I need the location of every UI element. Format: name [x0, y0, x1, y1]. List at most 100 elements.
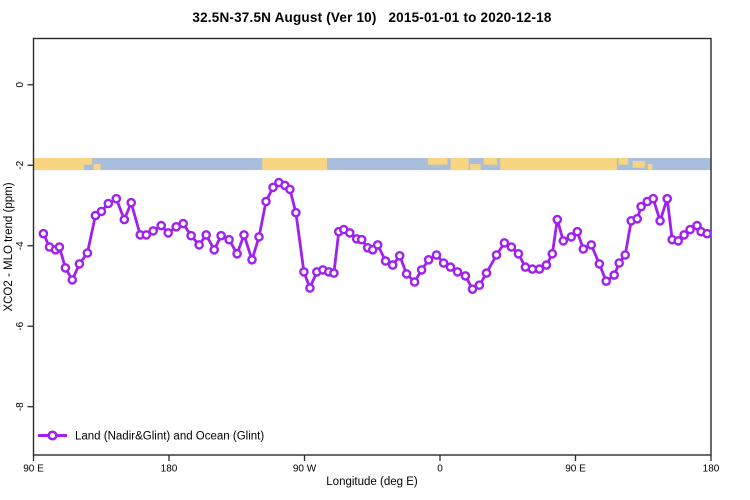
map-band-land: [450, 158, 469, 171]
data-point: [380, 256, 391, 266]
data-point: [268, 182, 278, 193]
y-tick-label: -6: [15, 321, 26, 330]
x-tick-label: 0: [437, 464, 443, 475]
x-tick-label: 90 E: [23, 464, 44, 475]
data-point: [356, 234, 367, 245]
data-point: [416, 265, 427, 275]
data-point: [387, 260, 398, 270]
data-point: [201, 230, 211, 240]
data-point: [586, 240, 597, 250]
data-point: [247, 254, 257, 265]
data-point: [74, 259, 85, 269]
x-tick-label: 180: [161, 464, 178, 475]
plot-generated: 90 E 180 90 W 0 90 E 180 0 -2 -4 -6 -8: [15, 37, 720, 475]
data-point: [438, 258, 449, 268]
map-band-land: [632, 161, 645, 168]
data-point: [254, 232, 264, 242]
map-band-land: [93, 164, 101, 171]
data-point: [141, 230, 152, 240]
data-point: [609, 270, 620, 280]
data-point: [614, 258, 625, 268]
data-point: [547, 248, 558, 259]
data-point: [685, 224, 695, 235]
legend-marker-icon: [47, 430, 58, 441]
data-point: [232, 248, 242, 259]
data-point: [299, 267, 309, 277]
data-point: [578, 244, 589, 254]
data-point: [499, 238, 510, 248]
x-tick-label: 90 E: [565, 464, 586, 475]
map-band-land: [618, 158, 629, 165]
data-point: [445, 262, 456, 272]
plot-box: [32, 37, 712, 456]
data-point: [673, 236, 684, 246]
data-point: [194, 240, 204, 250]
y-tick-label: -4: [15, 241, 26, 250]
data-point: [329, 268, 339, 278]
data-point: [261, 196, 271, 207]
data-point: [67, 275, 78, 285]
data-point: [702, 228, 712, 239]
data-point: [111, 193, 122, 204]
legend-label: Land (Nadir&Glint) and Ocean (Glint): [75, 431, 264, 443]
data-point: [552, 214, 563, 225]
data-point: [401, 269, 412, 279]
data-point: [662, 193, 673, 204]
data-point: [54, 242, 65, 252]
data-point: [409, 277, 420, 287]
data-point: [60, 263, 71, 273]
y-tick-label: -8: [15, 402, 26, 411]
data-point: [148, 226, 158, 236]
y-axis-title: XCO2 - MLO trend (ppm): [3, 182, 15, 311]
data-point: [239, 230, 249, 240]
map-band-land: [262, 158, 328, 171]
data-point: [481, 268, 492, 278]
data-point: [431, 250, 442, 260]
data-point: [178, 218, 188, 229]
data-point: [506, 242, 517, 252]
data-point: [620, 250, 631, 260]
y-tick-label: 0: [15, 82, 26, 88]
x-axis-title: Longitude (deg E): [326, 476, 418, 488]
data-point: [467, 284, 478, 295]
data-point: [452, 267, 463, 277]
data-point: [82, 248, 93, 258]
data-point: [344, 228, 355, 238]
map-band-land: [500, 158, 617, 171]
legend: Land (Nadir&Glint) and Ocean (Glint): [38, 430, 264, 443]
map-band-land: [470, 164, 481, 171]
data-point: [648, 193, 659, 204]
data-point: [491, 250, 502, 260]
map-band-land: [83, 158, 93, 165]
data-point: [423, 254, 434, 265]
map-band-land: [33, 158, 84, 171]
x-tick-label: 180: [703, 464, 720, 475]
y-tick-label: -2: [15, 160, 26, 169]
data-point: [119, 214, 130, 225]
data-point: [655, 215, 665, 226]
data-point: [513, 248, 524, 259]
data-point: [632, 213, 643, 224]
data-point: [216, 230, 226, 241]
data-point: [594, 259, 605, 269]
x-tick-label: 90 W: [293, 464, 317, 475]
data-point: [558, 236, 569, 246]
data-point: [285, 184, 295, 195]
data-point: [534, 264, 545, 274]
data-point: [692, 220, 702, 231]
data-point: [126, 197, 136, 208]
data-point: [566, 232, 577, 242]
data-point: [224, 234, 234, 245]
data-point: [572, 226, 583, 237]
chart-title: 32.5N-37.5N August (Ver 10) 2015-01-01 t…: [192, 10, 552, 25]
map-band-land: [427, 158, 448, 165]
data-point: [305, 283, 315, 293]
data-point: [474, 280, 485, 291]
data-point: [394, 250, 405, 261]
data-point: [156, 220, 166, 231]
data-point: [291, 207, 301, 218]
data-point: [679, 230, 689, 240]
map-band-land: [483, 158, 498, 165]
